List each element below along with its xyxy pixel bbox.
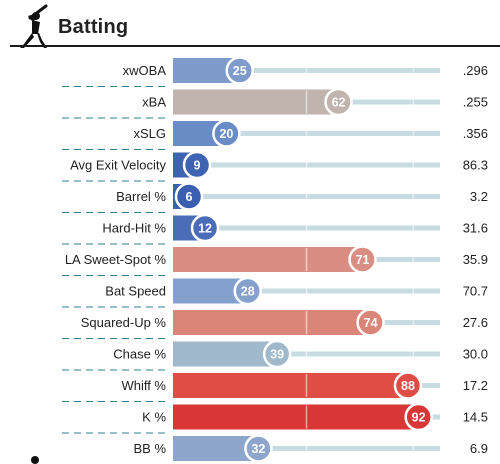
percentile-bar bbox=[173, 404, 419, 430]
percentile-bar bbox=[173, 89, 339, 115]
row-label: xwOBA bbox=[123, 63, 167, 78]
percentile-bar bbox=[173, 247, 363, 272]
row-label: Whiff % bbox=[121, 378, 166, 393]
percentile-bar bbox=[173, 341, 278, 367]
percentile-circle bbox=[182, 150, 212, 180]
percentile-label: 25 bbox=[233, 64, 247, 78]
row-label: Barrel % bbox=[116, 189, 166, 204]
chart-row: K % 92 14.5 bbox=[62, 402, 488, 434]
percentile-circle bbox=[174, 182, 204, 211]
row-value: 14.5 bbox=[463, 410, 488, 425]
percentile-label: 74 bbox=[364, 316, 378, 330]
percentile-label: 71 bbox=[356, 253, 370, 267]
chart-row: Whiff % 88 17.2 bbox=[62, 371, 488, 402]
row-label: xBA bbox=[142, 95, 166, 110]
percentile-bar bbox=[173, 310, 371, 335]
chart-row: Chase % 39 30.0 bbox=[62, 339, 488, 371]
percentile-label: 28 bbox=[241, 285, 255, 299]
batter-icon bbox=[20, 4, 48, 48]
chart-row: LA Sweet-Spot % 71 35.9 bbox=[62, 245, 488, 276]
row-label: BB % bbox=[133, 441, 166, 456]
percentile-label: 6 bbox=[186, 190, 193, 204]
percentile-circle bbox=[404, 402, 433, 432]
row-label: Squared-Up % bbox=[81, 315, 167, 330]
row-value: 30.0 bbox=[463, 347, 488, 362]
section-header: Batting bbox=[0, 0, 500, 50]
row-value: 3.2 bbox=[470, 189, 488, 204]
row-value: 6.9 bbox=[470, 441, 488, 456]
percentile-circle bbox=[233, 276, 263, 306]
row-value: .296 bbox=[463, 63, 488, 78]
row-value: 86.3 bbox=[463, 158, 488, 173]
percentile-bar bbox=[173, 373, 408, 398]
percentile-label: 32 bbox=[251, 442, 265, 456]
row-value: 17.2 bbox=[463, 378, 488, 393]
percentile-circle bbox=[348, 245, 377, 274]
percentile-label: 20 bbox=[219, 127, 233, 141]
row-label: LA Sweet-Spot % bbox=[65, 252, 167, 267]
row-value: 31.6 bbox=[463, 221, 488, 236]
percentile-circle bbox=[190, 213, 220, 243]
percentile-label: 92 bbox=[412, 411, 426, 425]
chart-row: BB % 32 6.9 bbox=[133, 434, 488, 462]
row-value: .356 bbox=[463, 126, 488, 141]
chart-row: Bat Speed 28 70.7 bbox=[62, 276, 488, 308]
row-value: .255 bbox=[463, 95, 488, 110]
row-label: Hard-Hit % bbox=[102, 221, 166, 236]
chart-row: Hard-Hit % 12 31.6 bbox=[62, 213, 488, 245]
percentile-label: 12 bbox=[198, 222, 212, 236]
chart-row: xSLG 20 .356 bbox=[62, 119, 488, 150]
chart-row: Squared-Up % 74 27.6 bbox=[62, 308, 488, 339]
section-title: Batting bbox=[58, 16, 129, 38]
percentile-circle bbox=[225, 56, 254, 85]
chart-row: Barrel % 6 3.2 bbox=[62, 182, 488, 213]
row-label: Bat Speed bbox=[105, 284, 166, 299]
chart-row: xwOBA 25 .296 bbox=[62, 56, 488, 87]
percentile-circle bbox=[356, 308, 385, 337]
row-label: K % bbox=[142, 410, 166, 425]
row-value: 27.6 bbox=[463, 315, 488, 330]
percentile-label: 62 bbox=[332, 96, 346, 110]
row-label: Chase % bbox=[113, 347, 166, 362]
percentile-label: 39 bbox=[270, 348, 284, 362]
row-value: 35.9 bbox=[463, 252, 488, 267]
chart-row: xBA 62 .255 bbox=[62, 87, 488, 119]
row-label: xSLG bbox=[133, 126, 166, 141]
row-label: Avg Exit Velocity bbox=[70, 158, 166, 173]
percentile-circle bbox=[212, 119, 241, 148]
percentile-circle bbox=[324, 87, 353, 117]
percentile-label: 9 bbox=[194, 159, 201, 173]
percentile-circle bbox=[393, 371, 423, 400]
percentile-circle bbox=[262, 339, 292, 369]
percentile-label: 88 bbox=[401, 379, 415, 393]
row-value: 70.7 bbox=[463, 284, 488, 299]
chart-row: Avg Exit Velocity 9 86.3 bbox=[62, 150, 488, 182]
next-section-icon bbox=[31, 456, 39, 464]
header-rule bbox=[10, 45, 500, 47]
